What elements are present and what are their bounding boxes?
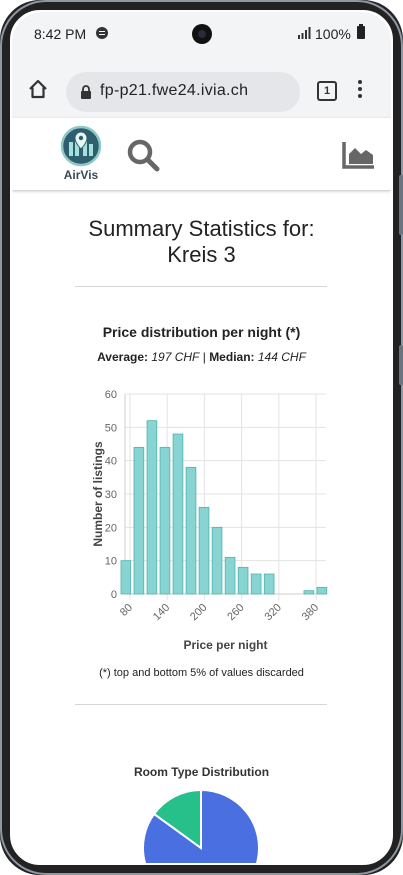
area-chart-icon[interactable]	[342, 140, 376, 170]
median-value: 144 CHF	[257, 350, 306, 364]
pie-slice	[142, 788, 260, 863]
stat-separator: |	[202, 350, 206, 364]
histogram-bar	[198, 506, 210, 595]
spotify-icon	[96, 27, 108, 39]
histogram-bar	[133, 446, 145, 595]
battery-icon	[357, 24, 365, 39]
x-tick-label: 380	[300, 602, 321, 623]
lock-icon	[81, 85, 91, 99]
average-value: 197 CHF	[151, 350, 200, 364]
price-histogram: 0 10 20 30 40 50 60 80 140 200 260 320 380 Number of …	[91, 389, 328, 652]
x-axis-label: Price per night	[183, 638, 267, 652]
histogram-bar	[250, 573, 262, 595]
histogram-bar	[211, 526, 223, 595]
app-header: AirVis	[12, 118, 391, 190]
home-icon[interactable]	[28, 79, 48, 99]
histogram-bar	[263, 573, 275, 595]
divider	[75, 704, 327, 705]
x-tick-label: 320	[263, 602, 284, 623]
y-tick-label: 60	[105, 389, 117, 401]
divider	[75, 286, 327, 287]
average-label: Average:	[97, 350, 148, 364]
volume-button	[399, 175, 403, 235]
tab-switcher-button[interactable]: 1	[317, 81, 337, 101]
y-tick-label: 40	[105, 456, 117, 468]
signal-icon	[298, 27, 311, 39]
overflow-menu-icon[interactable]	[358, 80, 362, 100]
airvis-logo[interactable]: AirVis	[56, 124, 106, 184]
power-button	[399, 345, 403, 385]
x-tick-label: 80	[118, 602, 135, 619]
summary-title-line2: Kreis 3	[167, 242, 236, 267]
histogram-bar	[120, 560, 132, 595]
pie-slice	[152, 788, 202, 850]
histogram-bar	[172, 433, 184, 595]
y-axis-label: Number of listings	[91, 441, 105, 547]
phone-screen: 8:42 PM 100% fp-p21.fwe24.ivia.ch 1	[12, 12, 391, 863]
status-bar: 8:42 PM 100%	[12, 12, 391, 54]
histogram-bar	[303, 590, 315, 595]
price-distribution-title: Price distribution per night (*)	[102, 324, 301, 340]
price-average-median: Average: 197 CHF | Median: 144 CHF	[12, 350, 391, 364]
y-tick-label: 20	[105, 522, 117, 534]
histogram-bar	[237, 566, 249, 595]
histogram-bar	[159, 446, 171, 595]
histogram-bar	[146, 420, 158, 595]
address-bar[interactable]: fp-p21.fwe24.ivia.ch	[66, 72, 300, 112]
browser-toolbar: fp-p21.fwe24.ivia.ch 1	[12, 54, 391, 118]
battery-percentage: 100%	[315, 26, 351, 42]
x-tick-label: 260	[225, 602, 246, 623]
front-camera	[192, 24, 212, 44]
search-icon[interactable]	[126, 138, 160, 172]
status-time: 8:42 PM	[34, 26, 87, 42]
y-tick-label: 30	[105, 489, 117, 501]
logo-icon	[60, 125, 102, 167]
room-type-title: Room Type Distribution	[133, 765, 270, 779]
histogram-bar	[185, 466, 197, 595]
room-type-pie	[142, 788, 260, 863]
y-tick-label: 0	[111, 589, 117, 601]
x-tick-label: 140	[151, 602, 172, 623]
y-tick-label: 50	[105, 422, 117, 434]
summary-title-line1: Summary Statistics for:	[88, 216, 315, 241]
chart-footnote: (*) top and bottom 5% of values discarde…	[99, 667, 304, 679]
url-text: fp-p21.fwe24.ivia.ch	[100, 82, 249, 99]
histogram-bar	[316, 586, 328, 595]
median-label: Median:	[209, 350, 255, 364]
histogram-bar	[224, 556, 236, 595]
logo-text: AirVis	[63, 168, 99, 182]
x-tick-label: 200	[188, 602, 209, 623]
y-tick-label: 10	[105, 556, 117, 568]
summary-title: Summary Statistics for: Kreis 3	[12, 216, 391, 268]
